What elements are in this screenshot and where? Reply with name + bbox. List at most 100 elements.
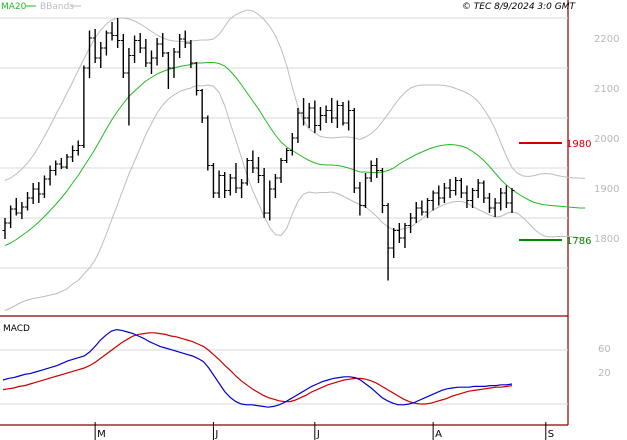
ohlc-bar xyxy=(148,50,154,74)
ohlc-bar xyxy=(132,35,138,63)
ohlc-bar xyxy=(41,175,47,198)
ohlc-bar xyxy=(425,198,430,218)
ohlc-bar xyxy=(441,183,447,203)
ohlc-bar xyxy=(391,228,397,258)
ohlc-bar xyxy=(154,38,160,66)
ohlc-bar xyxy=(379,168,385,213)
ohlc-bar xyxy=(87,30,92,78)
grid-lines xyxy=(0,17,568,405)
ma20-line xyxy=(4,62,586,246)
bollinger-bands xyxy=(4,9,586,311)
y-tick-label: 2200 xyxy=(594,34,619,45)
price-panel xyxy=(0,0,568,316)
ohlc-bar xyxy=(312,100,318,133)
month-label: J xyxy=(316,429,320,440)
ma20-path xyxy=(4,62,586,246)
ohlc-bar xyxy=(109,22,115,41)
ohlc-bar xyxy=(165,52,171,89)
ohlc-bar xyxy=(317,107,323,131)
ohlc-bar xyxy=(492,198,498,217)
ohlc-bar xyxy=(182,30,188,48)
ohlc-bar xyxy=(120,34,126,78)
ohlc-bar xyxy=(75,140,81,156)
ohlc-bar xyxy=(453,177,459,196)
support-level-label: 1786 xyxy=(566,236,591,247)
ohlc-bar xyxy=(374,158,380,178)
ohlc-bar xyxy=(210,163,216,198)
ma20-legend-label: MA20 xyxy=(1,2,27,12)
ohlc-bar xyxy=(272,174,278,198)
ohlc-bar xyxy=(36,182,42,203)
ohlc-bar xyxy=(177,34,183,58)
ohlc-bar xyxy=(98,42,104,68)
ohlc-bar xyxy=(419,200,425,216)
y-tick-label: 1800 xyxy=(594,234,619,245)
ohlc-bar xyxy=(368,160,374,182)
month-label: A xyxy=(435,429,442,440)
ohlc-bar xyxy=(306,103,312,128)
y-tick-label: 2000 xyxy=(594,134,619,145)
ohlc-bar xyxy=(143,39,149,67)
macd-lines xyxy=(2,328,513,408)
ohlc-bar xyxy=(267,180,273,221)
ohlc-bar xyxy=(250,150,256,173)
ohlc-bar xyxy=(357,182,363,216)
bband-lower-line xyxy=(4,84,586,311)
y-axis: 1800 1900 2000 2100 2200 60 20 xyxy=(594,34,619,379)
month-label: J xyxy=(214,429,218,440)
ohlc-bar xyxy=(334,100,340,128)
ohlc-bar xyxy=(295,108,301,143)
ohlc-bar xyxy=(171,48,177,78)
ohlc-bar xyxy=(413,202,419,223)
month-label: S xyxy=(548,429,554,440)
ohlc-bar xyxy=(239,179,245,198)
ohlc-bar xyxy=(363,173,369,208)
ohlc-bar xyxy=(436,185,442,206)
ohlc-bar xyxy=(408,213,414,233)
ohlc-bar xyxy=(464,185,470,208)
ohlc-bar xyxy=(126,48,132,126)
ohlc-bar xyxy=(13,198,19,216)
ohlc-bar xyxy=(430,190,436,211)
y-tick-label: 1900 xyxy=(594,184,619,195)
ohlc-bars xyxy=(2,18,515,281)
ohlc-bar xyxy=(222,172,228,198)
ohlc-bar xyxy=(227,174,233,196)
bbands-legend-label: BBands xyxy=(40,2,74,12)
ohlc-bar xyxy=(216,170,222,198)
ohlc-bar xyxy=(289,133,295,156)
ohlc-bar xyxy=(261,168,267,218)
ohlc-bar xyxy=(351,108,357,193)
ohlc-bar xyxy=(2,218,8,239)
bband-upper-line xyxy=(4,9,586,181)
ohlc-bar xyxy=(481,180,487,203)
ohlc-bar xyxy=(25,192,31,211)
ohlc-bar xyxy=(8,205,14,228)
ohlc-bar xyxy=(346,100,352,131)
resistance-level-label: 1980 xyxy=(566,139,591,150)
ohlc-bar xyxy=(205,115,211,171)
ohlc-bar xyxy=(64,154,70,169)
macd-tick-label: 60 xyxy=(598,344,611,355)
ohlc-bar xyxy=(92,29,98,63)
ohlc-bar xyxy=(30,183,36,204)
ohlc-bar xyxy=(447,179,453,198)
ohlc-bar xyxy=(256,157,261,183)
ohlc-bar xyxy=(509,188,515,213)
ohlc-bar xyxy=(244,158,250,186)
ohlc-bar xyxy=(475,179,481,198)
ohlc-bar xyxy=(329,98,335,123)
ohlc-bar xyxy=(278,158,284,183)
ohlc-bar xyxy=(70,145,76,162)
ohlc-bar xyxy=(486,193,492,213)
price-levels: 1980 1786 xyxy=(519,139,591,247)
ohlc-bar xyxy=(233,163,239,193)
ohlc-bar xyxy=(53,160,59,176)
ohlc-bar xyxy=(323,105,329,123)
ohlc-bar xyxy=(470,188,476,208)
ohlc-bar xyxy=(81,65,87,148)
month-label: M xyxy=(97,429,106,440)
